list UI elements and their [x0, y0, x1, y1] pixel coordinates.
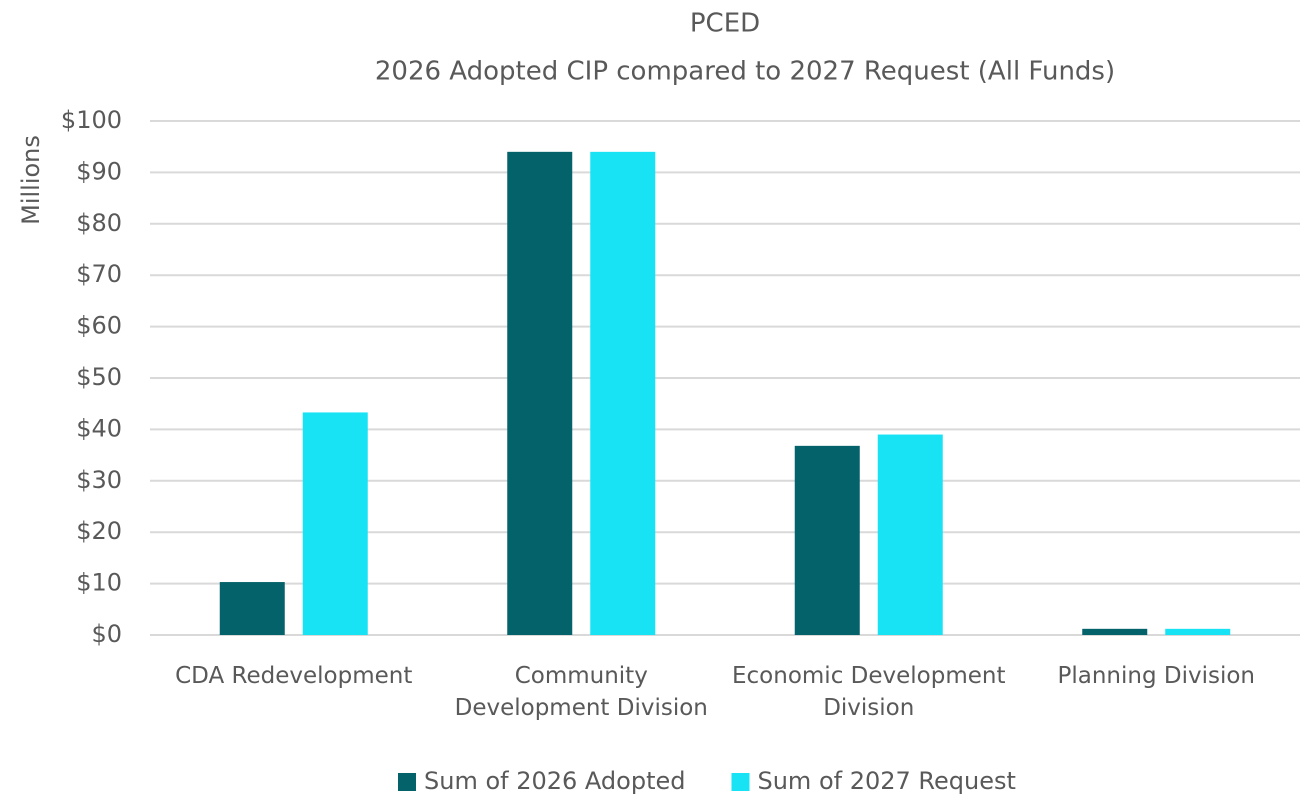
y-tick-label: $40	[76, 414, 122, 442]
bar	[507, 151, 573, 635]
y-tick-label: $50	[76, 363, 122, 391]
x-tick-label: Community Development Division	[454, 663, 708, 721]
x-tick-label: Economic Development Division	[732, 663, 1006, 721]
bar	[1082, 628, 1148, 635]
x-tick-label: CDA Redevelopment	[175, 663, 413, 689]
y-tick-label: $80	[76, 209, 122, 237]
bar	[219, 582, 285, 635]
y-tick-label: $100	[61, 106, 122, 134]
chart-subtitle: 2026 Adopted CIP compared to 2027 Reques…	[375, 57, 1115, 87]
bar	[794, 445, 860, 635]
bar	[1165, 628, 1231, 635]
y-tick-label: $30	[76, 466, 122, 494]
bar	[302, 412, 368, 635]
y-tick-label: $70	[76, 260, 122, 288]
x-tick-label: Planning Division	[1057, 663, 1255, 689]
legend-label: Sum of 2026 Adopted	[424, 767, 685, 795]
y-tick-label: $10	[76, 569, 122, 597]
chart-title: PCED	[690, 9, 760, 39]
legend-label: Sum of 2027 Request	[757, 767, 1015, 795]
y-tick-label: $20	[76, 517, 122, 545]
bar	[590, 151, 656, 635]
legend-swatch	[731, 773, 750, 791]
legend-swatch	[398, 773, 416, 791]
bar	[877, 434, 943, 635]
y-tick-label: $0	[91, 620, 122, 648]
y-tick-label: $90	[76, 157, 122, 185]
y-tick-label: $60	[76, 312, 122, 340]
y-axis-label: Millions	[17, 135, 45, 225]
